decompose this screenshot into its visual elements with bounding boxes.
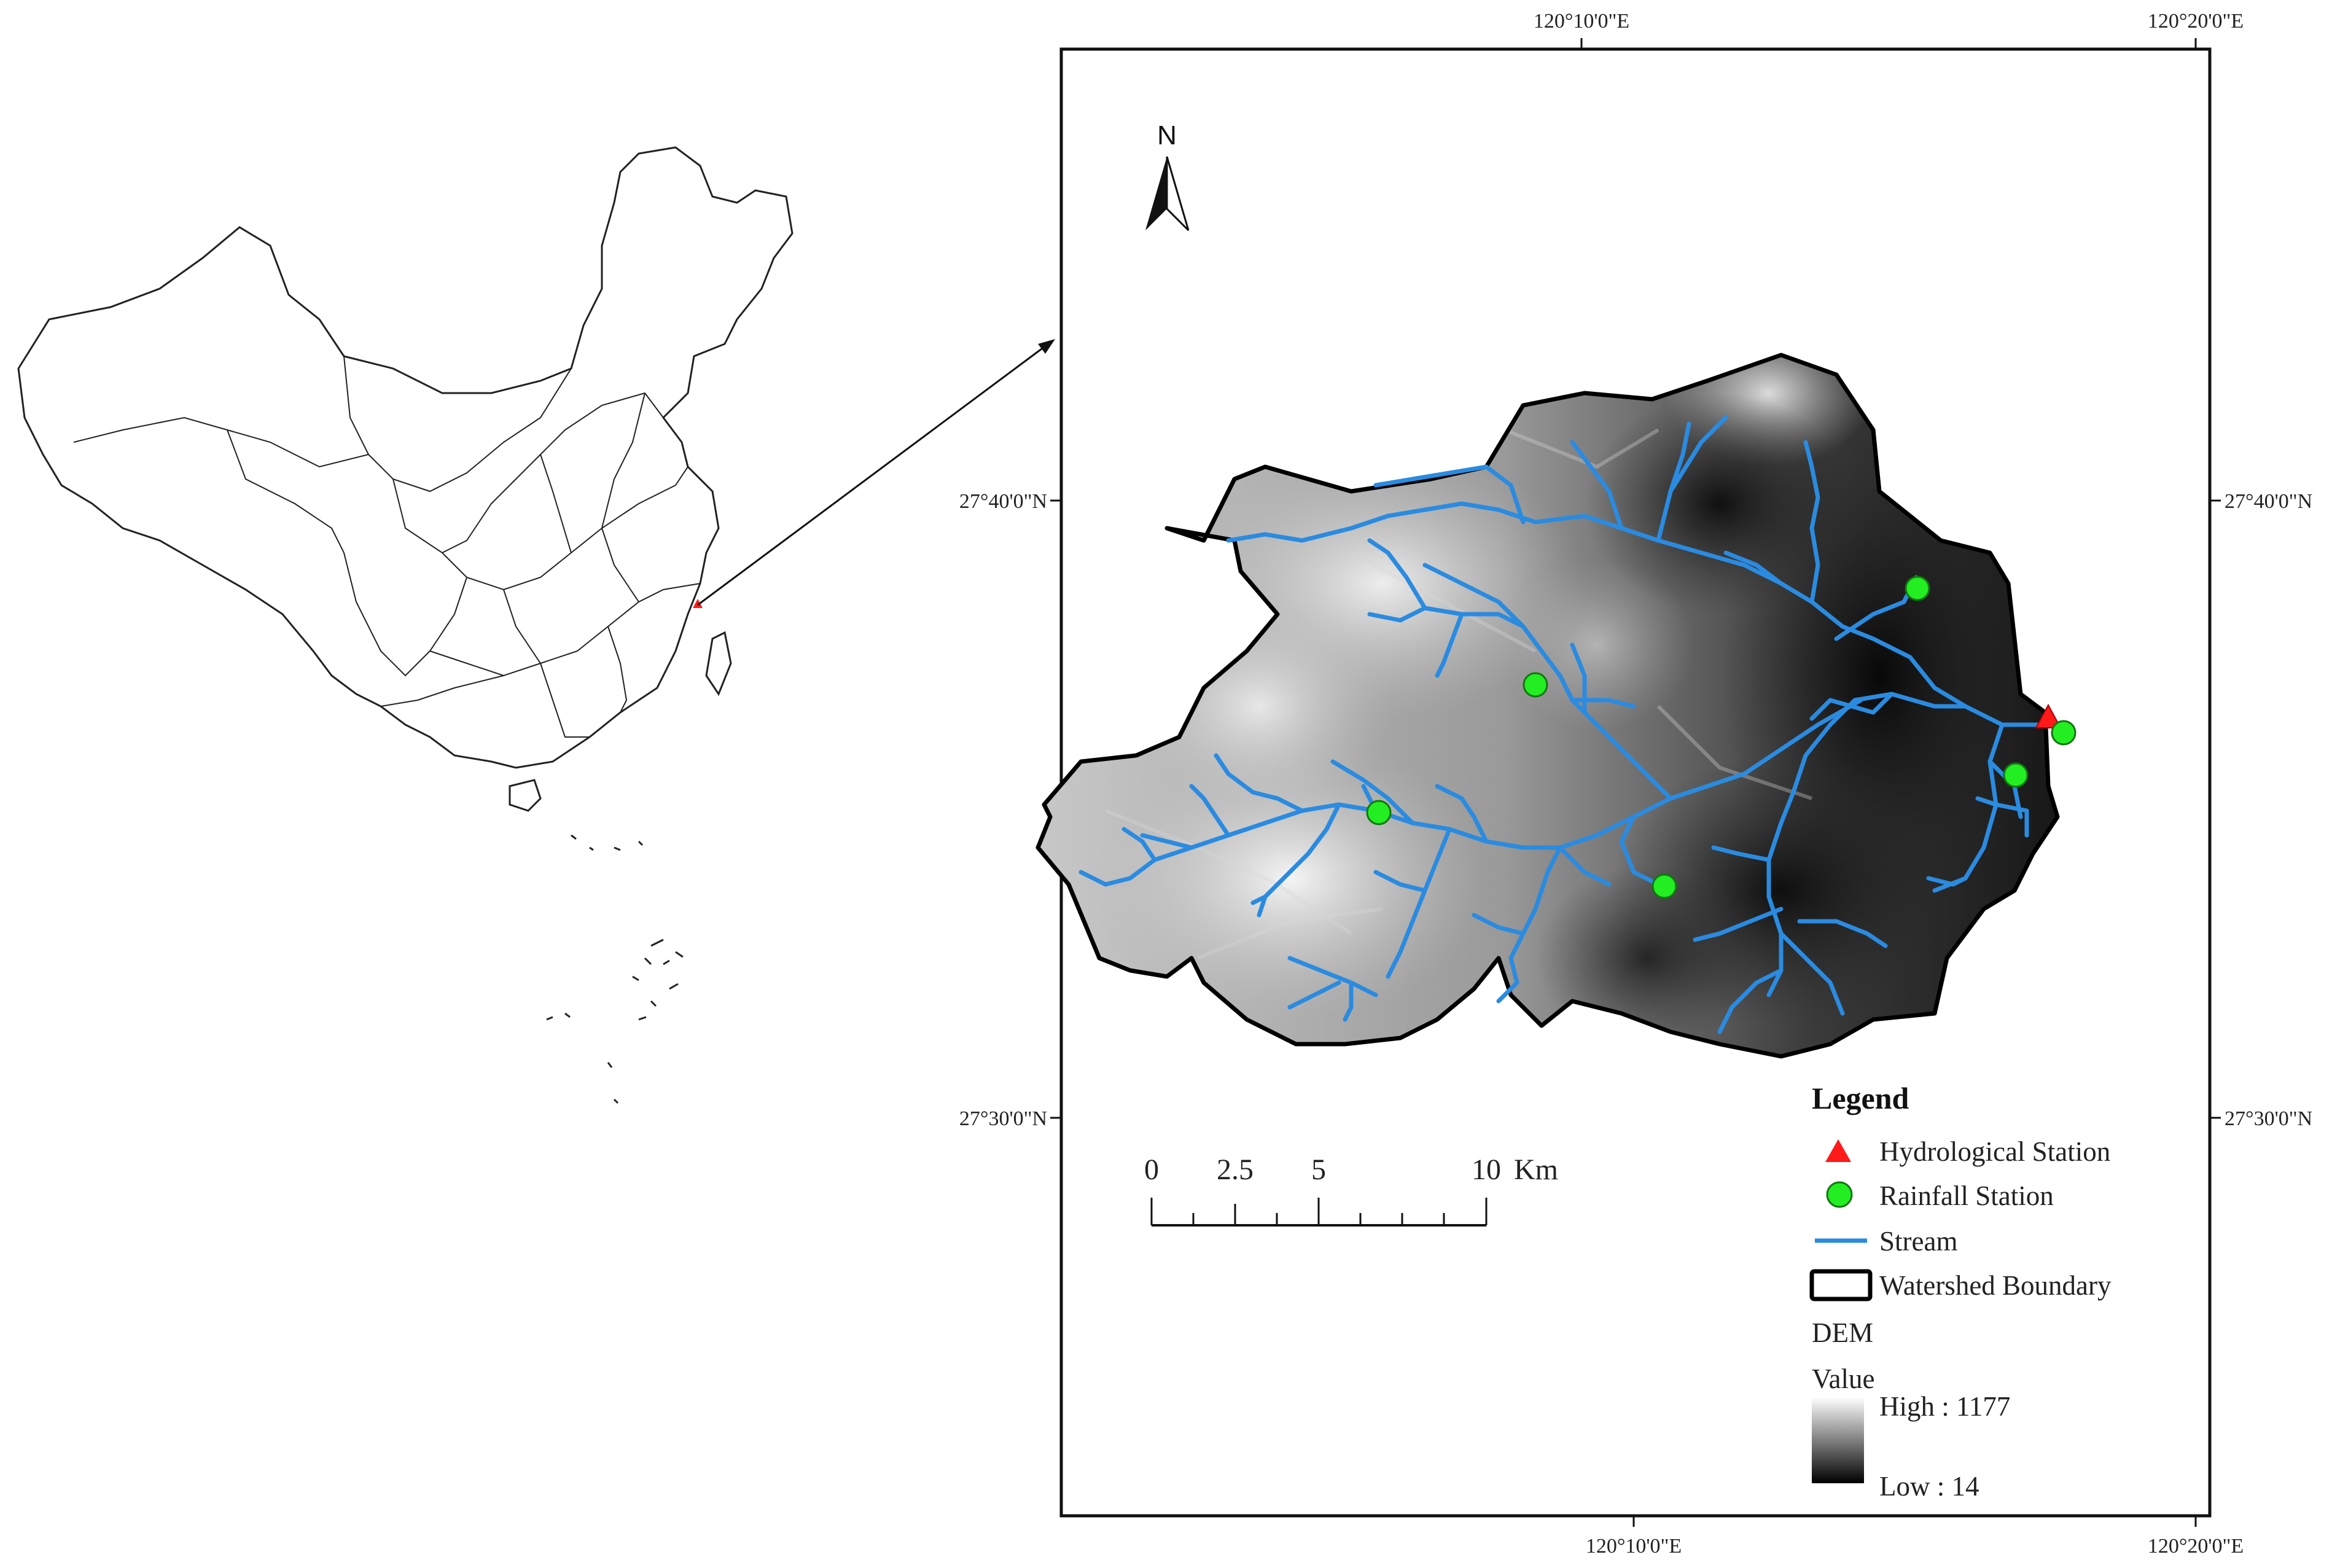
rainfall-station-marker [1652,873,1677,899]
rainfall-station-marker [1905,575,1930,601]
black-rectangle-icon [1809,1269,1873,1301]
right-latitude-label-2: 27°30'0"N [2225,1107,2312,1130]
legend-dem-low: Low : 14 [1879,1471,1979,1502]
north-arrow-icon: N [1145,120,1190,232]
rainfall-station-marker [1366,800,1392,825]
left-latitude-label-2: 27°30'0"N [959,1107,1047,1130]
red-triangle-icon [1825,1139,1851,1162]
province-borders [73,356,701,738]
rainfall-station-marker [2051,720,2077,746]
legend: Legend Hydrological Station Rainfall Sta… [1809,1081,2112,1502]
pointer-arrow [697,339,1055,606]
legend-item-rainfall-station: Rainfall Station [1879,1180,2054,1211]
top-longitude-label-2: 120°20'0"E [2148,10,2244,33]
legend-dem-value-label: Value [1812,1363,1874,1394]
legend-item-hydrological-station: Hydrological Station [1879,1136,2110,1167]
hydrological-station-marker [2035,703,2062,728]
bottom-longitude-label-2: 120°20'0"E [2148,1535,2244,1558]
right-latitude-label-1: 27°40'0"N [2225,490,2312,513]
green-circle-icon [1826,1181,1853,1208]
stream-network [1078,415,2054,1034]
scale-unit: Km [1514,1153,1558,1186]
legend-dem-high: High : 1177 [1879,1391,2010,1422]
stations [1366,575,2077,899]
left-latitude-label-1: 27°40'0"N [959,490,1047,513]
watershed-boundary [1035,353,2060,1059]
bottom-longitude-label-1: 120°10'0"E [1586,1535,1682,1558]
legend-item-stream: Stream [1879,1226,1957,1257]
top-longitude-label-1: 120°10'0"E [1534,10,1629,33]
scale-bar: 0 2.5 5 10 Km [1144,1153,1558,1227]
south-sea-islands [546,834,684,1104]
hainan-island [509,779,542,812]
dem-gradient-bar [1812,1397,1864,1483]
scale-label-0: 0 [1144,1153,1159,1186]
scale-label-5: 5 [1311,1153,1326,1186]
legend-title: Legend [1812,1081,1909,1115]
rainfall-station-marker [1523,672,1548,698]
china-outline [17,146,794,769]
legend-dem-title: DEM [1812,1317,1873,1348]
china-overview-map [17,146,794,1104]
north-label: N [1157,120,1177,150]
rainfall-station-marker [2003,762,2029,788]
study-area-marker [693,599,703,608]
scale-label-10: 10 [1472,1153,1501,1186]
watershed-dem [1038,355,2057,1056]
scale-label-2-5: 2.5 [1217,1153,1254,1186]
legend-item-watershed-boundary: Watershed Boundary [1879,1270,2112,1301]
graticule-ticks [1050,38,2221,1527]
taiwan-island [705,631,732,696]
